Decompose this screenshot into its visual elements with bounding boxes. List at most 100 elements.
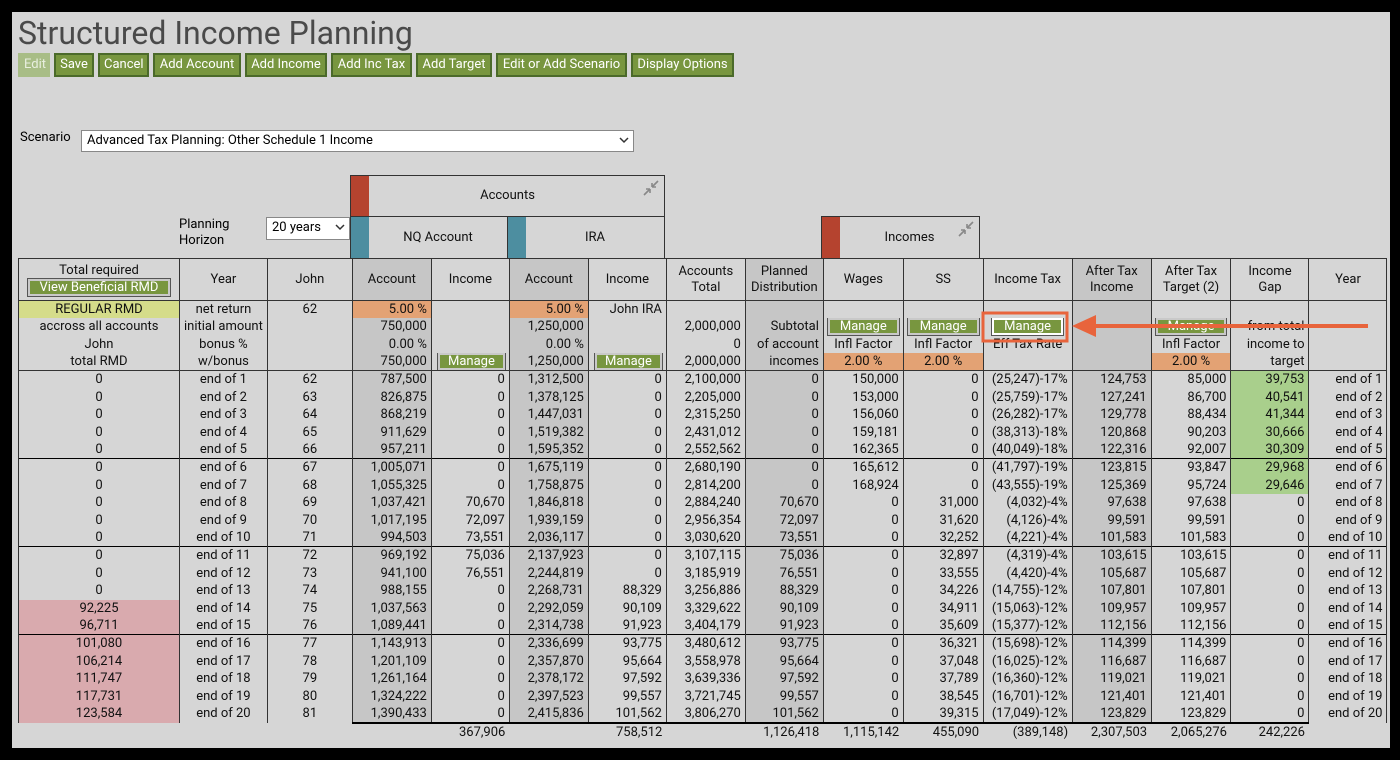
data-cell: 1,312,500 (508, 370, 589, 389)
group-marker (822, 217, 840, 258)
data-row: 0 end of 8 69 1,037,421 70,670 1,846,818 0 2,88… (18, 494, 1388, 512)
cell-text: 34,911 (939, 600, 979, 616)
data-cell: 2,884,240 (665, 494, 746, 512)
toolbar-button[interactable]: Add Account (153, 53, 241, 77)
data-cell: 99,557 (744, 687, 824, 706)
cell-text: end of 9 (199, 512, 247, 528)
cell-text: end of 12 (196, 565, 251, 581)
cell-text: 3,806,270 (684, 705, 741, 721)
data-cell: 2,205,000 (665, 388, 746, 407)
collapse-icon[interactable] (957, 220, 975, 238)
scenario-select[interactable]: Advanced Tax Planning: Other Schedule 1 … (81, 130, 634, 152)
toolbar-button[interactable]: Cancel (98, 53, 149, 77)
manage-button[interactable]: Manage (436, 353, 506, 371)
cell-text: 72,097 (779, 512, 819, 528)
data-cell: end of 18 (1308, 669, 1388, 688)
data-row: 0 end of 4 65 911,629 0 1,519,382 0 2,431,012 0 1… (18, 423, 1388, 442)
data-cell: 1,846,818 (508, 494, 589, 512)
accounts-group: Accounts (350, 175, 665, 217)
cell-text: 114,399 (1100, 636, 1147, 652)
data-cell: 76,551 (430, 564, 510, 582)
cell-text: 0 (497, 600, 505, 616)
collapse-icon[interactable] (642, 179, 660, 197)
cell-text: 0 (95, 407, 103, 423)
cell-text: 95,664 (779, 653, 819, 669)
setup-cell: 750,000 (351, 318, 432, 336)
cell-text: 0 (654, 548, 662, 564)
data-cell: 119,021 (1071, 669, 1152, 688)
app-window: Structured Income Planning Edit Save Cance… (12, 12, 1390, 748)
data-cell: 2,315,250 (665, 406, 746, 424)
setup-cell (1230, 300, 1310, 319)
data-cell: 90,109 (587, 599, 667, 618)
total-cell (19, 723, 180, 741)
cell-text: 2,357,870 (527, 653, 584, 669)
manage-button[interactable]: Manage (1154, 318, 1228, 336)
cell-text: 0 (654, 442, 662, 458)
cell-text: (4,221)-4% (1006, 530, 1068, 546)
data-row: 101,080 end of 16 77 1,143,913 0 2,336,699 93,… (18, 634, 1388, 653)
data-cell: end of 7 (1308, 476, 1388, 495)
cell-text: 0 (891, 583, 899, 599)
setup-cell: 2,000,000 (665, 353, 746, 371)
cell-text: 123,829 (1100, 705, 1147, 721)
cell-text: 957,211 (380, 442, 427, 458)
manage-button[interactable]: Manage (906, 318, 980, 336)
data-cell: (43,555)-19% (982, 476, 1073, 495)
header-text: Income Tax (994, 271, 1061, 287)
data-cell: 93,775 (744, 634, 824, 653)
data-cell: 0 (587, 370, 667, 389)
setup-text: 2.00 % (924, 354, 963, 370)
cell-text: 3,721,745 (684, 688, 741, 704)
setup-cell (1308, 300, 1388, 319)
toolbar-button[interactable]: Edit (18, 53, 50, 77)
cell-text: 39,753 (1265, 372, 1305, 388)
cell-text: (25,759)-17% (991, 389, 1068, 405)
toolbar-button[interactable]: Add Target (416, 53, 492, 77)
setup-text: of account (757, 336, 819, 352)
data-cell: 107,801 (1150, 582, 1232, 600)
setup-text: Infl Factor (834, 336, 893, 352)
data-cell: 0 (744, 476, 824, 495)
setup-cell: 1,250,000 (508, 353, 589, 371)
setup-cell: Manage (982, 318, 1073, 336)
data-cell: end of 3 (179, 406, 268, 424)
data-row: 123,584 end of 20 81 1,390,433 0 2,415,836 101… (18, 705, 1388, 723)
total-cell: 2,307,503 (1072, 721, 1152, 741)
toolbar-button[interactable]: Add Income (245, 53, 327, 77)
total-text: 1,126,418 (763, 724, 820, 740)
toolbar-button[interactable]: Save (54, 53, 94, 77)
manage-button[interactable]: Manage (991, 318, 1065, 336)
cell-text: 0 (971, 477, 979, 493)
cell-text: 36,321 (939, 636, 979, 652)
data-cell: 3,329,622 (665, 599, 746, 618)
data-row: 0 end of 12 73 941,100 76,551 2,244,819 0 3,185… (18, 564, 1388, 582)
cell-text: (16,025)-12% (991, 653, 1068, 669)
toolbar-button[interactable]: Edit or Add Scenario (496, 53, 627, 77)
toolbar-button[interactable]: Display Options (631, 53, 734, 77)
data-cell: (38,313)-18% (982, 423, 1073, 442)
column-header: Income Tax (982, 258, 1073, 301)
cell-text: 0 (891, 600, 899, 616)
beneficial-rmd-button[interactable]: View Beneficial RMD (26, 278, 172, 297)
data-cell: end of 12 (1308, 564, 1388, 582)
cell-text: 69 (302, 495, 318, 511)
cell-text: 91,923 (622, 618, 662, 634)
data-cell: 0 (430, 634, 510, 653)
manage-button[interactable]: Manage (593, 353, 663, 371)
cell-text: 165,612 (852, 460, 899, 476)
data-cell: 63 (266, 388, 353, 407)
horizon-select[interactable]: 20 years (266, 217, 350, 240)
cell-text: end of 7 (199, 477, 247, 493)
cell-text: (14,755)-12% (991, 583, 1068, 599)
manage-button[interactable]: Manage (826, 318, 900, 336)
data-cell: 0 (587, 476, 667, 495)
data-cell: end of 20 (179, 705, 268, 723)
cell-text: 97,592 (779, 671, 819, 687)
totals-row: 367,906 758,512 1,126,418 1,115,142 455,090 (… (19, 721, 1387, 741)
data-cell: 30,309 (1230, 441, 1310, 459)
cell-text: 2,397,523 (527, 688, 584, 704)
cell-text: 75 (302, 600, 318, 616)
data-cell: 114,399 (1071, 634, 1152, 653)
toolbar-button[interactable]: Add Inc Tax (331, 53, 412, 77)
